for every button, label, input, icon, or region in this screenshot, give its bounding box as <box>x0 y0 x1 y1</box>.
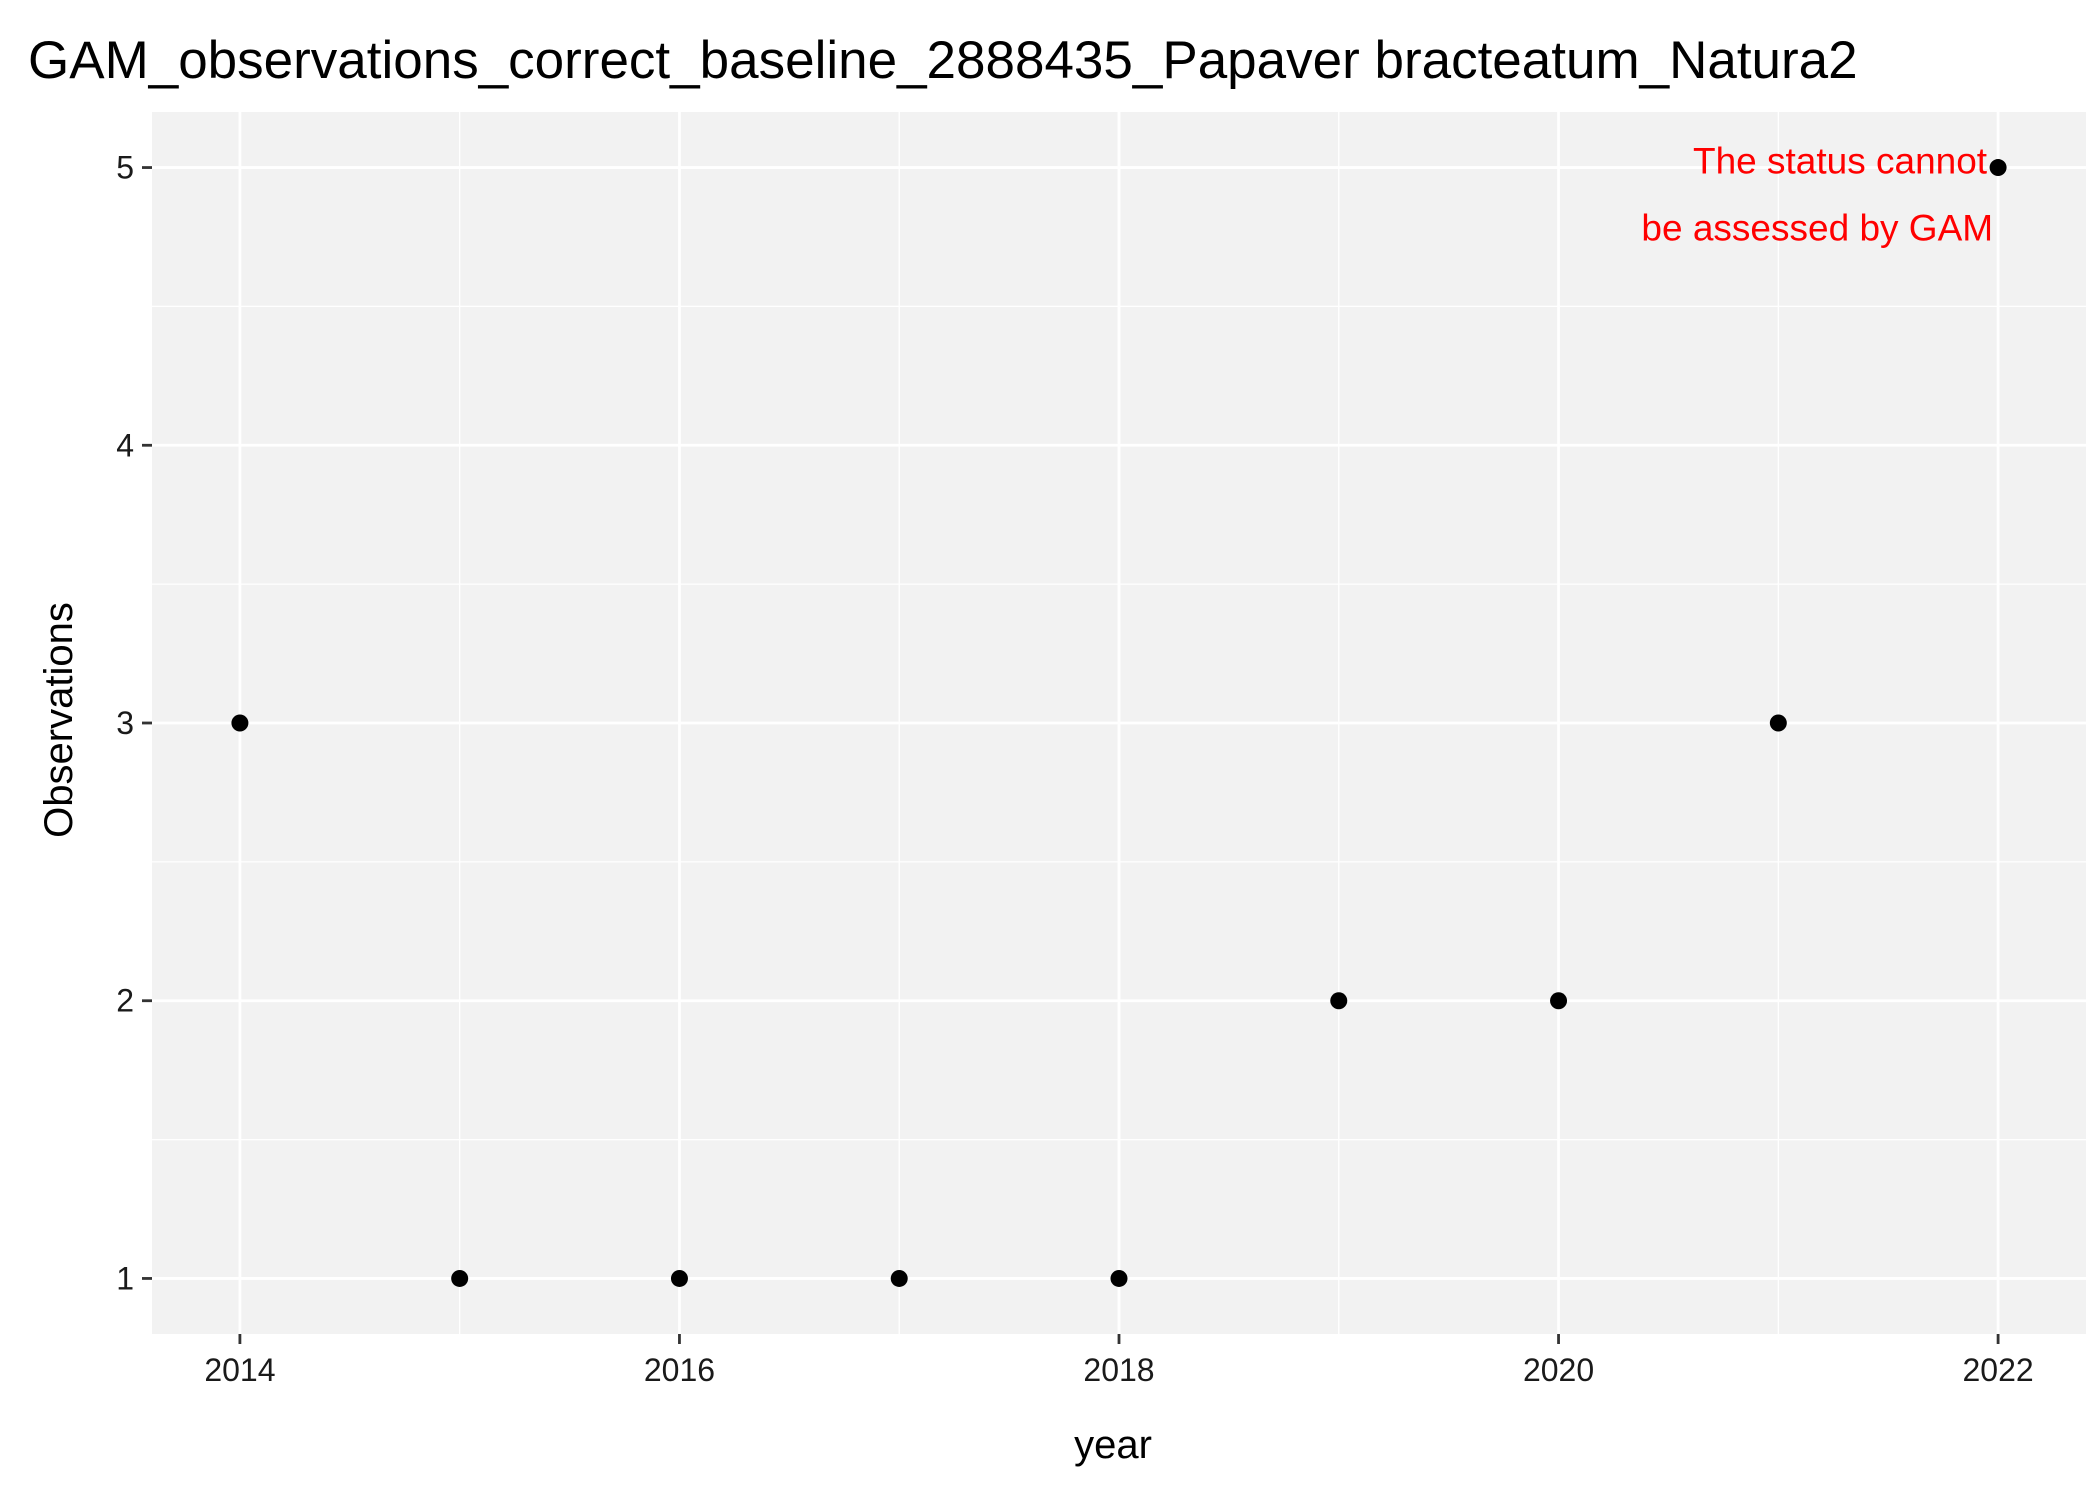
y-tick-label: 4 <box>116 427 134 463</box>
y-axis: 1 2 3 4 5 <box>116 150 152 1296</box>
chart-title: GAM_observations_correct_baseline_288843… <box>28 31 1858 90</box>
y-tick-label: 1 <box>116 1260 134 1296</box>
y-tick-label: 2 <box>116 983 134 1019</box>
annotation: The status cannot be assessed by GAM <box>1641 141 1993 249</box>
y-tick-label: 5 <box>116 150 134 186</box>
data-point <box>1769 714 1787 732</box>
data-point <box>1110 1269 1128 1287</box>
annotation-line-2: be assessed by GAM <box>1641 208 1993 249</box>
annotation-line-1: The status cannot <box>1693 141 1988 182</box>
x-tick-label: 2020 <box>1523 1352 1594 1388</box>
x-tick-label: 2018 <box>1083 1352 1154 1388</box>
y-axis-title: Observations <box>37 602 81 838</box>
x-tick-label: 2014 <box>204 1352 275 1388</box>
y-tick-label: 3 <box>116 705 134 741</box>
data-point <box>231 714 249 732</box>
data-point <box>670 1269 688 1287</box>
major-grid <box>152 112 2086 1334</box>
data-point <box>1330 992 1348 1010</box>
x-axis: 2014 2016 2018 2020 2022 <box>204 1334 2034 1388</box>
data-points <box>231 159 2007 1287</box>
x-tick-label: 2022 <box>1962 1352 2033 1388</box>
data-point <box>451 1269 469 1287</box>
x-axis-title: year <box>1074 1423 1152 1467</box>
data-point <box>1989 159 2007 177</box>
x-tick-label: 2016 <box>644 1352 715 1388</box>
data-point <box>890 1269 908 1287</box>
data-point <box>1550 992 1568 1010</box>
